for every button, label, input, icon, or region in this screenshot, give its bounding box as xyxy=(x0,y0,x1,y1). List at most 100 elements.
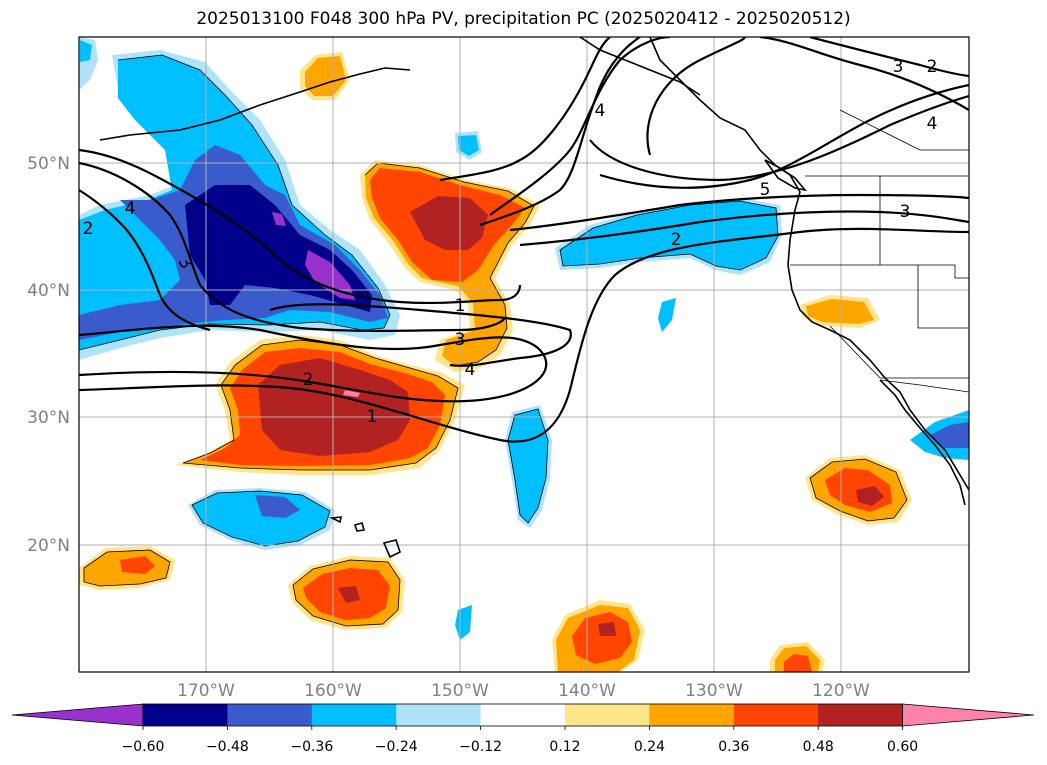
baja-california-coastline xyxy=(879,379,966,506)
pv-contour xyxy=(79,148,522,305)
positive-anomaly-region xyxy=(784,654,812,672)
colorbar-segment xyxy=(649,704,735,726)
shading-outline xyxy=(182,339,459,471)
shading-outline xyxy=(809,458,908,522)
map-title: 2025013100 F048 300 hPa PV, precipitatio… xyxy=(196,9,851,29)
contour-label: 2 xyxy=(671,230,682,250)
colorbar-segment xyxy=(227,704,313,726)
positive-anomaly-region xyxy=(305,56,346,96)
contour-label: 4 xyxy=(595,101,606,121)
negative-anomaly-region xyxy=(255,495,300,518)
shading-outline xyxy=(507,408,549,524)
contour-label: 2 xyxy=(927,57,938,77)
latitude-tick-label: 30°N xyxy=(27,408,70,428)
negative-anomaly-region xyxy=(458,135,479,156)
longitude-tick-label: 130°W xyxy=(685,681,743,701)
longitude-tick-label: 120°W xyxy=(812,681,870,701)
contour-label: 5 xyxy=(760,180,771,200)
latitude-tick-label: 50°N xyxy=(27,154,70,174)
colorbar-segment xyxy=(733,704,819,726)
colorbar-tick-label: 0.36 xyxy=(718,739,749,755)
colorbar-segment xyxy=(480,704,566,726)
longitude-tick-label: 170°W xyxy=(177,681,235,701)
colorbar-extend-min xyxy=(11,703,144,727)
latitude-tick-label: 40°N xyxy=(27,281,70,301)
us-mexico-border xyxy=(879,379,969,393)
negative-anomaly-region xyxy=(80,40,92,62)
shading-outline xyxy=(191,490,331,547)
pv-contour xyxy=(79,189,211,332)
negative-anomaly-region xyxy=(272,212,286,226)
pv-contours xyxy=(79,37,969,443)
colorbar-segment xyxy=(143,704,228,726)
contour-label: 2 xyxy=(83,219,94,239)
colorbar-tick-label: −0.48 xyxy=(206,739,249,755)
negative-anomaly-region xyxy=(930,422,969,448)
colorbar-segment xyxy=(311,704,397,726)
us-state-border xyxy=(917,265,969,329)
positive-anomaly-region xyxy=(598,622,616,636)
pv-contour xyxy=(809,37,969,78)
positive-anomaly-region xyxy=(806,299,874,324)
contour-label: 1 xyxy=(367,407,378,427)
colorbar-segment xyxy=(565,704,650,726)
positive-anomaly-region xyxy=(120,556,155,574)
longitude-tick-label: 150°W xyxy=(431,681,489,701)
pv-contour xyxy=(79,324,548,403)
colorbar-segment xyxy=(396,704,482,726)
negative-anomaly-region xyxy=(192,491,330,546)
pv-contour xyxy=(589,94,969,182)
positive-precip-shading xyxy=(79,52,912,672)
positive-anomaly-region xyxy=(410,196,488,250)
shading-outline xyxy=(83,549,171,587)
colorbar-tick-label: −0.24 xyxy=(375,739,418,755)
colorbar-tick-label: 0.48 xyxy=(803,739,834,755)
pv-contour xyxy=(646,37,747,156)
negative-anomaly-region xyxy=(455,605,472,640)
shading-outline xyxy=(292,559,401,627)
pv-contour xyxy=(79,227,969,443)
contour-labels: 4 3 2 4 5 3 2 1 3 4 2 1 4 3 2 xyxy=(83,57,938,427)
negative-anomaly-region xyxy=(658,298,676,332)
longitude-tick-label: 160°W xyxy=(304,681,362,701)
contour-label: 3 xyxy=(900,202,911,222)
positive-anomaly-region xyxy=(856,486,884,506)
contour-label: 4 xyxy=(465,360,476,380)
pv-contour xyxy=(269,303,572,367)
shading-outline xyxy=(79,54,391,351)
hawaii-island xyxy=(329,516,342,524)
pv-contour xyxy=(489,37,671,216)
contour-label: 4 xyxy=(125,199,136,219)
contour-label: 4 xyxy=(927,114,938,134)
map-panel: 4 3 2 4 5 3 2 1 3 4 2 1 4 3 2 xyxy=(79,37,969,672)
colorbar-tick-label: −0.36 xyxy=(290,739,333,755)
shading-outline xyxy=(559,200,779,271)
pv-contour xyxy=(439,37,611,182)
negative-anomaly-region xyxy=(305,250,355,300)
contour-label: 1 xyxy=(455,296,466,316)
colorbar-tick-label: 0.12 xyxy=(549,739,580,755)
colorbar-tick-label: 0.60 xyxy=(887,739,918,755)
aleutian-islands xyxy=(99,67,411,141)
latitude-axis: 50°N 40°N 30°N 20°N xyxy=(27,154,70,556)
latitude-tick-label: 20°N xyxy=(27,536,70,556)
pv-contour xyxy=(479,37,641,227)
us-state-border xyxy=(829,325,969,379)
colorbar-segment xyxy=(818,704,904,726)
alaska-coastline xyxy=(579,37,701,96)
longitude-tick-label: 140°W xyxy=(558,681,616,701)
pv-contour xyxy=(509,193,969,232)
shading-outlines xyxy=(79,54,908,627)
pv-contour xyxy=(599,83,969,189)
longitude-axis: 170°W 160°W 150°W 140°W 130°W 120°W xyxy=(177,681,870,701)
pv-contour xyxy=(759,37,969,111)
hawaii-island xyxy=(353,522,366,532)
positive-anomaly-region xyxy=(258,358,410,456)
us-state-border xyxy=(790,264,969,279)
positive-anomaly-region xyxy=(338,586,360,603)
colorbar-tick-label: −0.60 xyxy=(122,739,165,755)
hawaii-island xyxy=(382,539,401,559)
colorbar-frame xyxy=(142,703,903,727)
positive-anomaly-region xyxy=(343,390,360,397)
